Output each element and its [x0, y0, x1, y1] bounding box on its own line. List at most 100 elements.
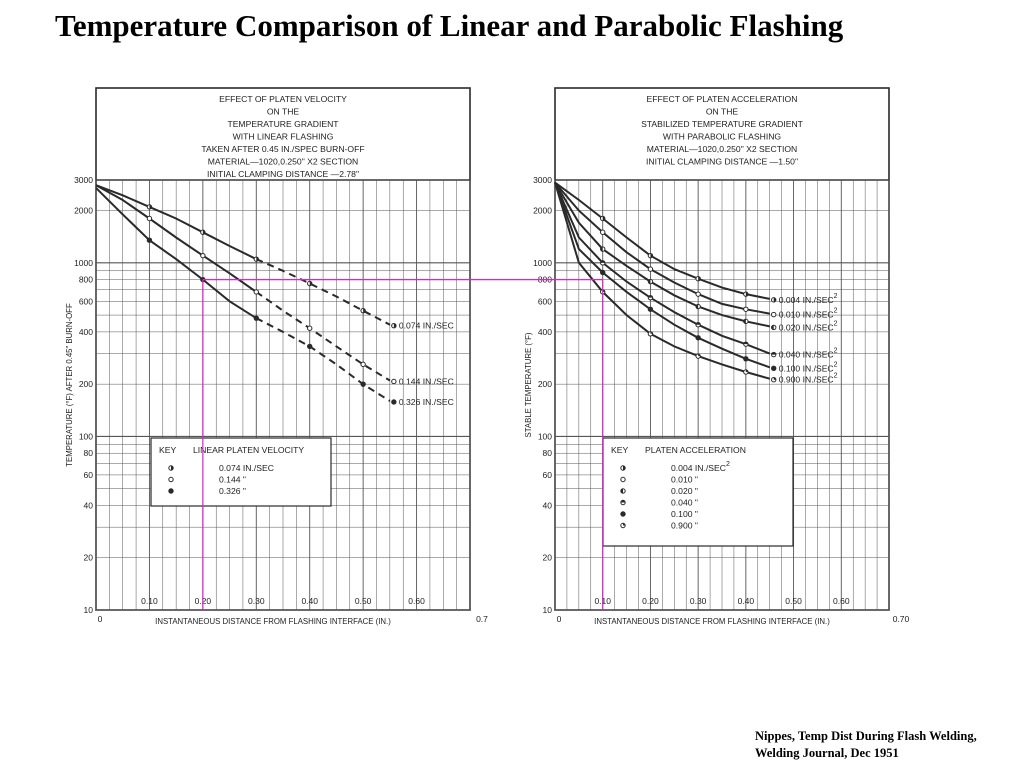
- data-point-ring: [200, 252, 206, 259]
- data-point-fill: [745, 291, 749, 297]
- y-tick-label: 80: [84, 448, 94, 458]
- data-point: [360, 381, 366, 387]
- slide-title: Temperature Comparison of Linear and Par…: [55, 8, 844, 43]
- data-point: [307, 325, 313, 331]
- data-point: [695, 303, 701, 310]
- y-tick-label: 40: [543, 500, 553, 510]
- chart-title-line: EFFECT OF PLATEN VELOCITY: [219, 94, 347, 104]
- x-tick-label: 0.40: [738, 596, 755, 606]
- data-point-fill: [695, 304, 699, 309]
- data-point: [743, 318, 749, 325]
- series-label: 0.004 IN./SEC2: [779, 293, 838, 305]
- series-line: [554, 182, 770, 328]
- series-end-marker-ring: [771, 311, 777, 318]
- series-label-superscript: 2: [834, 320, 838, 327]
- series-label: 0.074 IN./SEC: [399, 321, 454, 331]
- legend-entry-label: 0.020 ": [671, 486, 698, 496]
- y-tick-label: 600: [79, 296, 93, 306]
- data-point: [743, 341, 749, 347]
- legend-symbol-fill: [620, 500, 626, 503]
- x-tick-label: 0.60: [408, 596, 425, 606]
- data-point-fill: [743, 319, 746, 324]
- series-end-marker-ring: [771, 365, 777, 372]
- legend-symbol: [168, 465, 174, 471]
- legend-symbol: [168, 476, 174, 483]
- series-label-superscript: 2: [834, 373, 838, 380]
- series-end-marker-fill: [771, 325, 774, 330]
- chart-title-line: EFFECT OF PLATEN ACCELERATION: [647, 94, 798, 104]
- series-label: 0.010 IN./SEC2: [779, 308, 838, 320]
- data-point-fill: [698, 276, 701, 281]
- legend-entry-superscript: 2: [726, 461, 730, 468]
- series-end-marker: [771, 324, 777, 331]
- data-point: [743, 306, 749, 312]
- y-tick-label: 2000: [533, 206, 552, 216]
- series-end-marker: [771, 377, 777, 383]
- data-point: [307, 280, 313, 287]
- data-point: [253, 289, 259, 295]
- legend-symbol-fill: [623, 465, 626, 471]
- data-point-fill: [650, 331, 653, 334]
- series-line: [95, 187, 257, 320]
- data-point-ring: [253, 315, 259, 321]
- data-point: [307, 343, 313, 350]
- y-tick-label: 800: [79, 275, 93, 285]
- legend-symbol-ring: [168, 476, 174, 483]
- legend-heading: LINEAR PLATEN VELOCITY: [193, 445, 304, 455]
- parabolic-flashing-chart: EFFECT OF PLATEN ACCELERATION ON THE STABI…: [524, 87, 910, 626]
- citation-line-1: Nippes, Temp Dist During Flash Welding,: [755, 729, 977, 743]
- legend-symbol: [620, 511, 626, 517]
- data-point-fill: [309, 281, 312, 286]
- data-point-fill: [745, 369, 749, 372]
- x-tick-label: 0.7: [476, 614, 488, 624]
- chart-title-line: ON THE: [706, 107, 739, 117]
- legend-title: KEY: [159, 445, 176, 455]
- series-end-marker-fill: [771, 352, 776, 355]
- data-point-fill: [648, 279, 651, 284]
- x-axis-label: INSTANTANEOUS DISTANCE FROM FLASHING INT…: [155, 617, 391, 626]
- highlight-lines: [202, 279, 604, 610]
- y-tick-label: 40: [84, 500, 94, 510]
- data-point-ring: [600, 229, 606, 235]
- data-point: [600, 215, 606, 222]
- legend-symbol-ring: [168, 488, 174, 494]
- data-point-fill: [256, 256, 259, 262]
- series-end-marker: [771, 297, 777, 303]
- series-end-marker: [391, 378, 397, 385]
- data-point: [200, 229, 206, 235]
- data-point: [743, 291, 749, 297]
- x-axis-label: INSTANTANEOUS DISTANCE FROM FLASHING INT…: [594, 617, 830, 626]
- data-point: [647, 278, 654, 285]
- data-point: [647, 331, 654, 337]
- data-point: [146, 204, 153, 210]
- data-point: [695, 322, 701, 328]
- x-tick-label: 0.70: [893, 614, 910, 624]
- data-point-ring: [307, 325, 313, 331]
- x-tick-label: 0.50: [355, 596, 372, 606]
- x-tick-label: 0.30: [248, 596, 265, 606]
- data-point: [253, 256, 259, 262]
- data-point-fill: [363, 308, 366, 313]
- data-point-ring: [146, 215, 153, 222]
- legend-symbol-fill: [171, 465, 174, 471]
- data-point: [600, 229, 606, 235]
- data-point: [695, 335, 701, 341]
- series-end-marker-ring: [391, 399, 397, 405]
- series-line-dashed: [255, 258, 391, 326]
- x-tick-label: 0.30: [690, 596, 707, 606]
- x-tick-label: 0.60: [833, 596, 850, 606]
- series-line-dashed: [255, 291, 391, 382]
- data-point-fill: [648, 295, 653, 298]
- chart-title-line: TEMPERATURE GRADIENT: [227, 119, 339, 129]
- y-tick-label: 3000: [74, 175, 93, 185]
- y-axis-label: STABLE TEMPERATURE (°F): [524, 332, 533, 437]
- y-tick-label: 200: [538, 379, 552, 389]
- y-tick-label: 20: [543, 553, 553, 563]
- legend-symbol: [620, 488, 626, 494]
- data-point: [146, 215, 153, 222]
- legend-symbol: [620, 476, 626, 483]
- data-point-ring: [647, 306, 654, 312]
- legend-symbol-ring: [620, 511, 626, 517]
- legend-heading: PLATEN ACCELERATION: [645, 445, 746, 455]
